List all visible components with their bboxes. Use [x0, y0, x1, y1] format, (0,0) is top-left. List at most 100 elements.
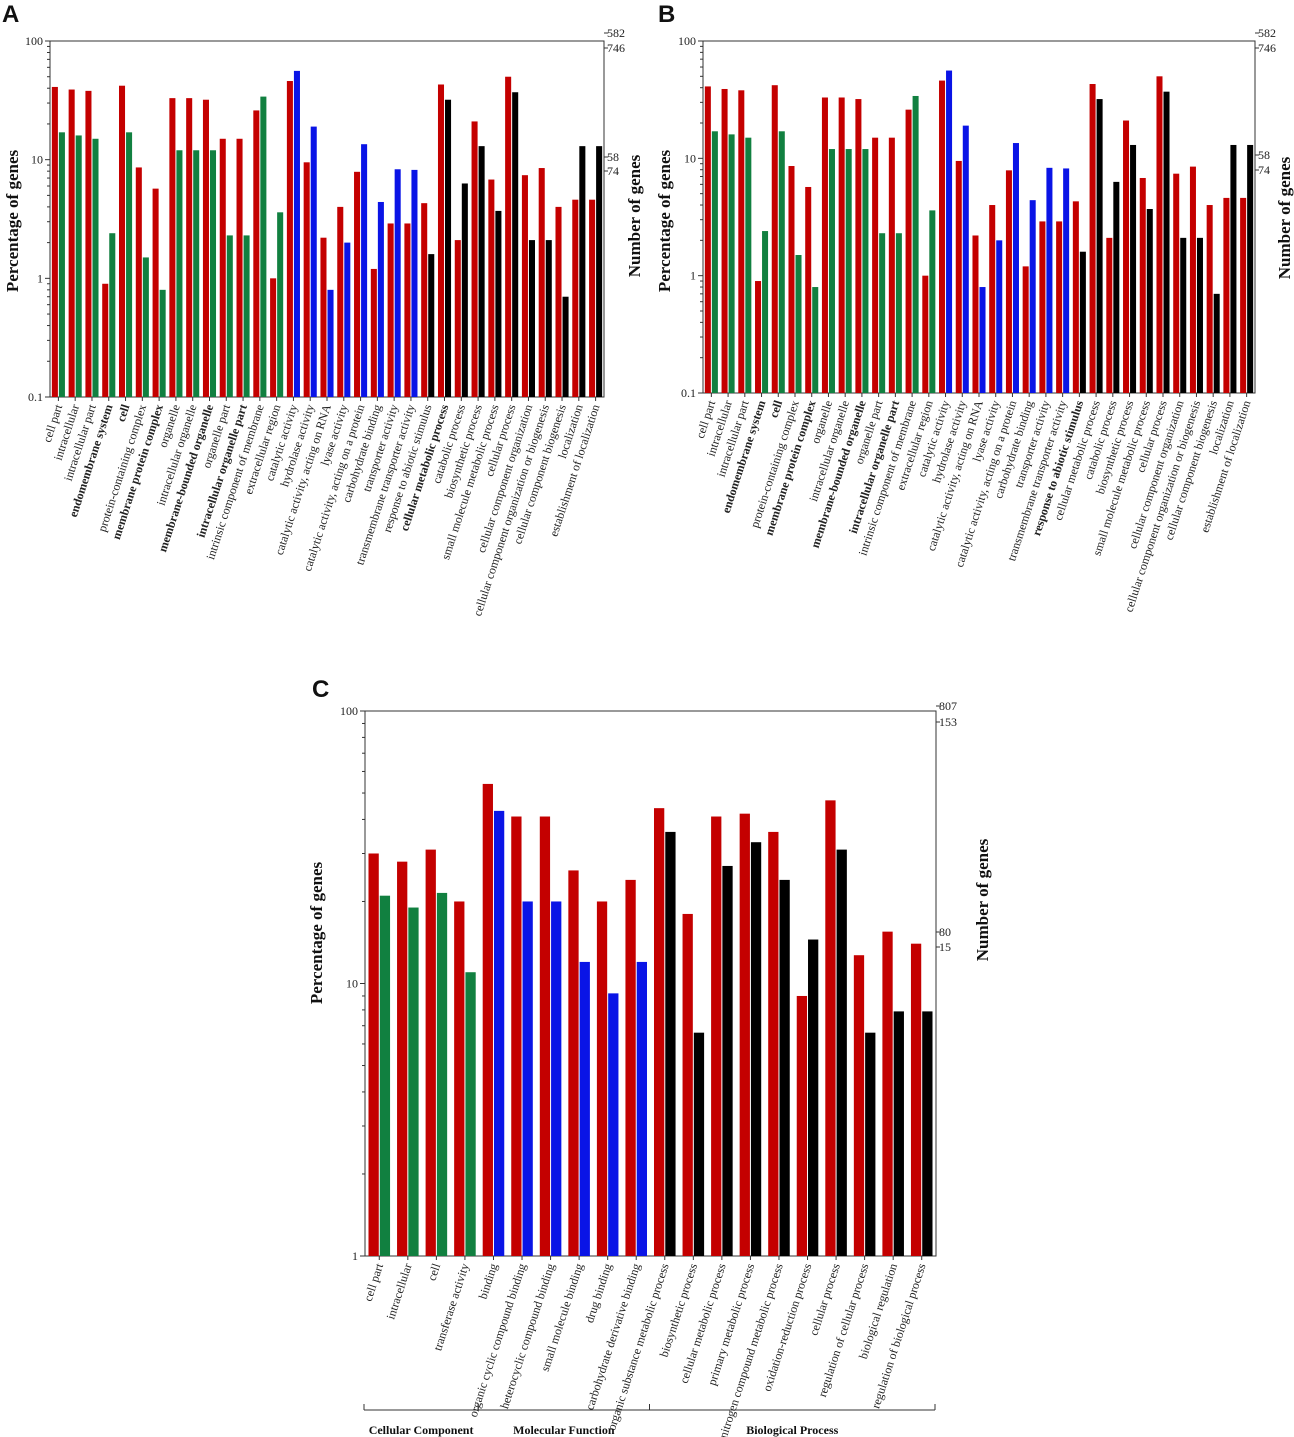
- bar-percentage: [1240, 197, 1247, 393]
- bar-percentage: [1072, 201, 1079, 393]
- bar-percentage: [135, 167, 142, 397]
- bar-number: [579, 961, 590, 1256]
- bar-percentage: [119, 85, 126, 397]
- panel-c-y2-axis-title: Number of genes: [973, 838, 992, 961]
- bar-percentage: [972, 235, 979, 393]
- bar-percentage: [682, 913, 693, 1256]
- bar-percentage: [368, 853, 379, 1256]
- bar-number: [665, 831, 676, 1256]
- bar-percentage: [437, 84, 445, 397]
- bar-percentage: [539, 816, 551, 1256]
- bar-number: [551, 901, 562, 1256]
- bar-percentage: [939, 80, 946, 393]
- bar-number: [1113, 181, 1120, 393]
- bar-number: [1130, 144, 1137, 393]
- bar-number: [808, 939, 819, 1256]
- y-tick-label: 100: [678, 34, 696, 48]
- bar-number: [1079, 251, 1086, 393]
- bar-percentage: [471, 121, 478, 397]
- bar-number: [512, 92, 519, 398]
- plot-frame: [702, 40, 1256, 394]
- panel-c-letter: C: [312, 676, 329, 703]
- bar-number: [243, 235, 250, 397]
- right-axis-label: 74: [607, 164, 619, 178]
- bar-number: [795, 255, 802, 393]
- bar-number: [893, 1011, 904, 1256]
- bar-percentage: [397, 861, 408, 1256]
- right-axis-label: 746: [1258, 41, 1276, 55]
- y-tick-label: 10: [346, 977, 358, 991]
- bar-number: [92, 138, 99, 397]
- bar-percentage: [721, 88, 728, 393]
- right-axis-label: 58: [607, 150, 619, 164]
- bar-percentage: [320, 237, 327, 397]
- bar-percentage: [387, 223, 394, 397]
- bar-percentage: [653, 808, 665, 1256]
- bar-percentage: [337, 206, 344, 397]
- panel-a-chart: A Percentage of genes Number of genes 0.…: [2, 1, 644, 618]
- panel-a-y-axis-title: Percentage of genes: [3, 149, 22, 292]
- bar-percentage: [989, 205, 996, 393]
- bar-number: [436, 892, 448, 1256]
- bar-number: [979, 287, 986, 393]
- bar-number: [344, 242, 351, 397]
- bar-number: [596, 146, 603, 397]
- bar-number: [779, 879, 790, 1256]
- bar-number: [996, 240, 1003, 393]
- bar-number: [1247, 144, 1254, 393]
- category-label: cell: [766, 398, 785, 419]
- bar-number: [327, 289, 334, 397]
- bar-percentage: [905, 109, 912, 393]
- bar-percentage: [1005, 170, 1012, 393]
- bar-percentage: [1056, 221, 1063, 393]
- bar-number: [722, 865, 733, 1256]
- bar-percentage: [589, 199, 596, 397]
- bar-percentage: [572, 199, 579, 397]
- bar-number: [1012, 143, 1019, 393]
- bar-percentage: [1089, 84, 1096, 393]
- bar-number: [109, 233, 116, 397]
- bar-percentage: [521, 175, 528, 397]
- bar-percentage: [625, 879, 636, 1256]
- bar-number: [636, 961, 648, 1256]
- right-axis-label: 74: [1258, 163, 1270, 177]
- bar-number: [745, 137, 752, 393]
- bar-number: [895, 233, 902, 393]
- bar-percentage: [796, 995, 808, 1256]
- bar-number: [946, 70, 953, 394]
- bar-number: [750, 842, 762, 1256]
- bar-number: [428, 254, 435, 397]
- bar-percentage: [425, 849, 436, 1256]
- bar-number: [493, 810, 505, 1256]
- bar-number: [408, 907, 419, 1256]
- bar-number: [865, 1032, 876, 1256]
- bar-percentage: [270, 278, 277, 397]
- right-axis-label: 807: [939, 699, 957, 713]
- bar-number: [411, 169, 418, 397]
- right-axis-label: 153: [939, 715, 957, 729]
- bar-number: [495, 210, 502, 397]
- bar-number: [879, 233, 886, 393]
- bar-number: [126, 132, 133, 397]
- bar-percentage: [538, 168, 545, 397]
- bar-number: [75, 135, 82, 397]
- bar-percentage: [482, 783, 493, 1256]
- plot-frame: [364, 710, 937, 1257]
- group-bracket-label: Biological Process: [746, 1423, 838, 1437]
- bar-number: [1146, 208, 1153, 393]
- bar-percentage: [872, 137, 879, 393]
- bar-percentage: [711, 816, 722, 1256]
- bar-number: [528, 240, 535, 397]
- bar-number: [209, 150, 217, 397]
- bar-number: [762, 231, 769, 393]
- bar-percentage: [1206, 205, 1213, 393]
- bar-percentage: [888, 137, 895, 393]
- bar-percentage: [739, 813, 750, 1256]
- panel-c-chart: C Percentage of genes Number of genes 1 1…: [307, 676, 992, 1437]
- bar-percentage: [882, 931, 893, 1256]
- bar-number: [465, 972, 476, 1256]
- category-label: regulation of biological process: [868, 1261, 928, 1410]
- bar-number: [922, 1011, 933, 1256]
- bar-number: [608, 993, 619, 1256]
